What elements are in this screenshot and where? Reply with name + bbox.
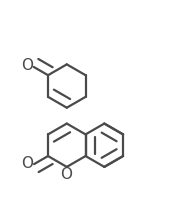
Text: O: O [21,58,33,73]
Text: O: O [60,167,72,182]
Text: O: O [21,156,33,171]
